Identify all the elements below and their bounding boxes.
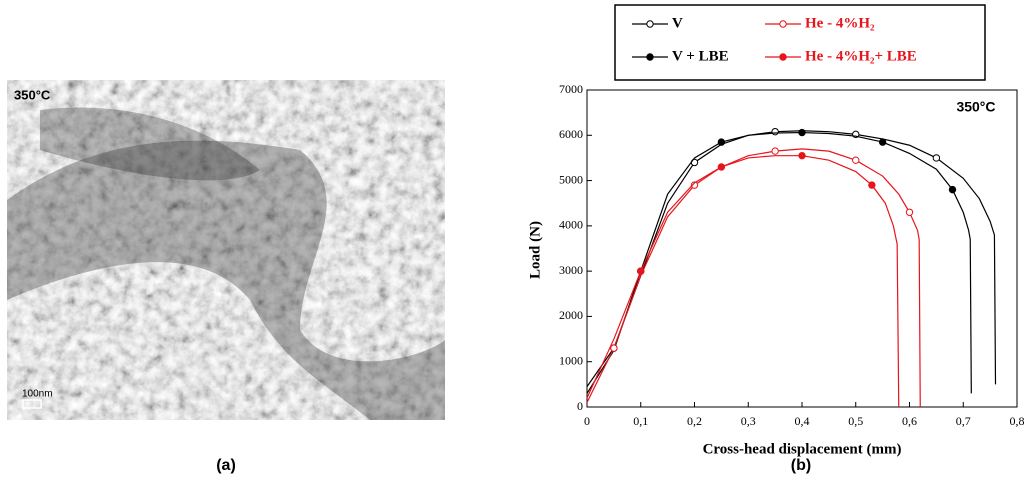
marker xyxy=(717,163,726,171)
y-tick-label: 2000 xyxy=(559,308,583,322)
legend-marker xyxy=(779,53,787,61)
legend-marker xyxy=(779,20,787,28)
annotation: 350°C xyxy=(956,99,995,115)
line xyxy=(586,155,900,408)
legend-label: V xyxy=(672,15,683,31)
y-tick-label: 1000 xyxy=(559,353,583,367)
legend-marker xyxy=(646,53,654,61)
x-tick-label: 0,2 xyxy=(687,414,702,428)
marker xyxy=(690,181,699,189)
marker xyxy=(610,344,618,352)
marker xyxy=(637,267,645,275)
x-tick-label: 0,6 xyxy=(902,414,917,428)
legend-label: V + LBE xyxy=(672,48,729,64)
caption: (b) xyxy=(791,457,811,474)
y-tick-label: 3000 xyxy=(559,263,583,277)
marker xyxy=(868,181,876,189)
legend-marker xyxy=(646,20,654,28)
marker xyxy=(798,128,806,137)
sem-image xyxy=(7,80,445,420)
y-tick-label: 5000 xyxy=(559,172,583,186)
line xyxy=(586,130,997,387)
y-tick-label: 0 xyxy=(577,399,583,413)
marker xyxy=(852,156,860,164)
y-tick-label: 7000 xyxy=(559,82,583,96)
scale-bar xyxy=(22,399,42,409)
y-tick-label: 6000 xyxy=(559,127,583,141)
marker xyxy=(798,151,806,160)
scale-label: 100nm xyxy=(22,389,53,400)
x-tick-label: 0 xyxy=(584,414,590,428)
legend-label: He - 4%H₂ xyxy=(805,15,875,31)
x-tick-label: 0,3 xyxy=(741,414,756,428)
x-tick-label: 0,1 xyxy=(633,414,648,428)
legend-box xyxy=(614,4,986,81)
x-tick-label: 0,5 xyxy=(848,414,863,428)
marker xyxy=(932,154,941,162)
legend-label: He - 4%H₂+ LBE xyxy=(805,48,917,64)
x-tick-label: 0,7 xyxy=(956,414,971,428)
marker xyxy=(948,185,957,194)
marker xyxy=(771,127,779,136)
image-label: 350°C xyxy=(14,87,51,102)
line xyxy=(586,131,972,394)
caption: (a) xyxy=(216,457,236,474)
x-axis-label: Cross-head displacement (mm) xyxy=(703,441,902,457)
marker xyxy=(771,147,779,155)
marker xyxy=(905,208,914,216)
x-tick-label: 0,8 xyxy=(1010,414,1025,428)
x-tick-label: 0,4 xyxy=(795,414,810,428)
line xyxy=(586,148,921,408)
marker xyxy=(878,138,887,146)
y-axis-label: Load (N) xyxy=(527,221,543,279)
marker xyxy=(717,138,726,146)
y-tick-label: 4000 xyxy=(559,218,583,232)
